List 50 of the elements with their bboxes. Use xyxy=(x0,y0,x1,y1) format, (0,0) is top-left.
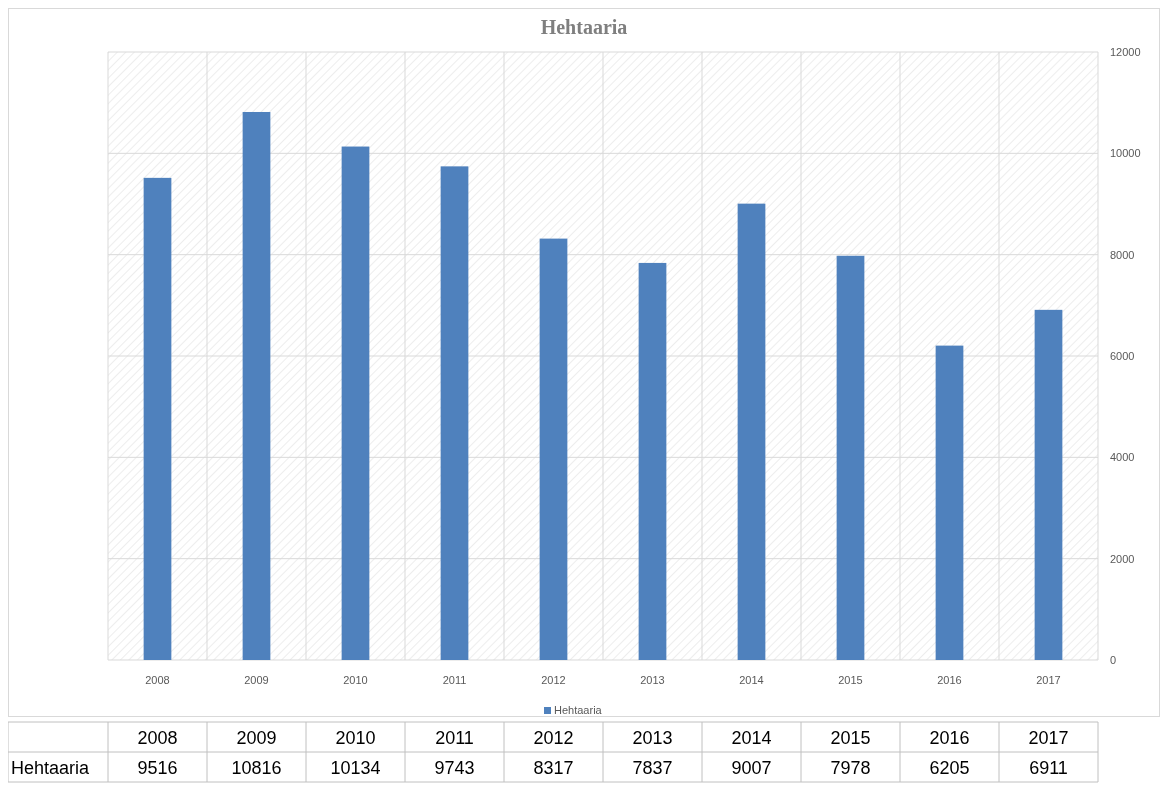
bar xyxy=(836,255,865,660)
bar xyxy=(341,146,370,660)
category-label: 2011 xyxy=(435,728,474,748)
y-tick-label: 4000 xyxy=(1110,451,1135,464)
x-tick-label: 2011 xyxy=(442,674,467,686)
x-tick-label: 2015 xyxy=(838,674,863,686)
bar xyxy=(935,345,964,660)
bar xyxy=(638,262,667,660)
data-label: 10134 xyxy=(330,758,381,778)
data-label: 7837 xyxy=(632,758,673,778)
bar xyxy=(737,203,766,660)
y-tick-label: 6000 xyxy=(1110,349,1135,362)
y-tick-label: 12000 xyxy=(1110,45,1141,58)
text: Hehtaaria xyxy=(11,758,90,778)
bar xyxy=(539,238,568,660)
category-label: 2008 xyxy=(137,728,178,748)
x-tick-label: 2012 xyxy=(541,674,566,686)
data-label: 9516 xyxy=(137,758,178,778)
bar xyxy=(143,177,172,660)
y-tick-label: 8000 xyxy=(1110,248,1135,261)
chart-title: Hehtaaria xyxy=(540,16,628,38)
x-tick-label: 2013 xyxy=(640,674,665,686)
y-tick-label: 10000 xyxy=(1110,147,1141,160)
x-tick-label: 2009 xyxy=(244,674,269,686)
data-label: 6911 xyxy=(1029,758,1068,778)
data-label: 9743 xyxy=(434,758,475,778)
category-label: 2012 xyxy=(533,728,574,748)
bar xyxy=(440,166,469,660)
data-label: 9007 xyxy=(731,758,772,778)
x-tick-label: 2014 xyxy=(739,674,764,686)
bar xyxy=(242,111,271,660)
x-tick-label: 2008 xyxy=(145,674,170,686)
x-tick-label: 2017 xyxy=(1036,674,1061,686)
category-label: 2009 xyxy=(236,728,277,748)
category-label: 2013 xyxy=(632,728,673,748)
x-tick-label: 2010 xyxy=(343,674,368,686)
category-label: 2015 xyxy=(830,728,871,748)
category-label: 2016 xyxy=(929,728,970,748)
category-label: 2017 xyxy=(1028,728,1069,748)
data-label: 7978 xyxy=(830,758,871,778)
data-label: 8317 xyxy=(533,758,574,778)
y-tick-label: 0 xyxy=(1110,653,1117,666)
legend-label: Hehtaaria xyxy=(554,704,603,716)
y-tick-label: 2000 xyxy=(1110,552,1135,565)
category-label: 2010 xyxy=(335,728,376,748)
data-label: 10816 xyxy=(231,758,282,778)
bar xyxy=(1034,309,1063,660)
data-label: 6205 xyxy=(929,758,970,778)
category-label: 2014 xyxy=(731,728,772,748)
x-tick-label: 2016 xyxy=(937,674,962,686)
